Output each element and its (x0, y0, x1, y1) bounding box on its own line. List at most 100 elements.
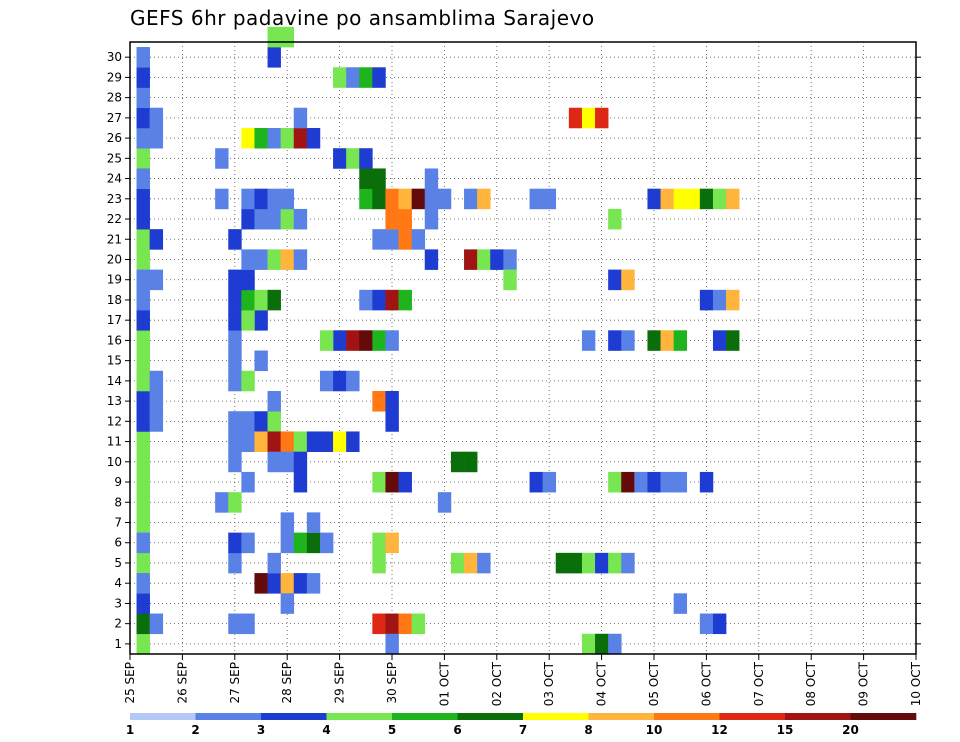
colorbar-swatch (326, 713, 393, 720)
heatmap-cell (241, 411, 255, 432)
heatmap-cell (372, 188, 386, 210)
heatmap-cell (293, 208, 308, 230)
heatmap-cell (660, 188, 674, 210)
heatmap-cell (254, 289, 268, 311)
heatmap-cell (477, 249, 491, 270)
heatmap-cell (319, 370, 334, 392)
heatmap-cell (267, 289, 281, 311)
heatmap-cell (333, 67, 347, 88)
heatmap-cell (215, 188, 229, 210)
y-tick-label: 22 (107, 212, 122, 226)
heatmap-cell (595, 552, 609, 574)
colorbar-tick-label: 5 (388, 723, 396, 737)
heatmap-cell (424, 168, 439, 189)
heatmap-cell (149, 390, 164, 412)
heatmap-cell (555, 552, 570, 574)
heatmap-cell (254, 573, 268, 594)
heatmap-cell (293, 249, 308, 270)
heatmap-cell (385, 532, 399, 554)
colorbar-tick-label: 3 (257, 723, 265, 737)
heatmap-cell (293, 431, 308, 452)
heatmap-cell (699, 471, 714, 493)
heatmap-cell (712, 188, 727, 210)
y-tick-label: 26 (107, 131, 122, 145)
y-tick-label: 24 (107, 172, 122, 186)
colorbar-tick-label: 10 (646, 723, 663, 737)
y-tick-label: 7 (114, 515, 122, 529)
heatmap-cell (293, 532, 308, 554)
heatmap-cell (660, 471, 674, 493)
x-tick-label: 27 SEP (228, 662, 242, 704)
y-tick-label: 13 (107, 394, 122, 408)
heatmap-cell (385, 208, 399, 230)
heatmap-cell (228, 411, 242, 432)
heatmap-cell (241, 188, 255, 210)
heatmap-cell (136, 613, 150, 635)
heatmap-cell (267, 26, 281, 48)
x-tick-label: 02 OCT (490, 661, 504, 706)
heatmap-cell (372, 532, 386, 554)
heatmap-cell (136, 451, 150, 473)
heatmap-cell (398, 229, 412, 250)
y-tick-label: 15 (107, 354, 122, 368)
heatmap-cell (241, 613, 255, 635)
heatmap-cell (136, 249, 150, 270)
x-tick-label: 26 SEP (175, 662, 189, 704)
heatmap-cell (267, 390, 281, 412)
heatmap-cell (280, 208, 295, 230)
heatmap-cell (712, 613, 727, 635)
heatmap-cell (267, 451, 281, 473)
colorbar: 1 2 3 4 5 6 7 8 10 12 15 20 (126, 713, 917, 737)
heatmap-cell (385, 613, 399, 635)
heatmap-cell (372, 229, 386, 250)
y-tick-label: 20 (107, 252, 122, 266)
heatmap-cell (464, 188, 478, 210)
heatmap-cell (673, 471, 688, 493)
heatmap-cell (621, 330, 635, 351)
heatmap-cell (254, 411, 268, 432)
heatmap-cell (280, 532, 295, 554)
heatmap-cell (267, 552, 281, 574)
y-tick-label: 23 (107, 192, 122, 206)
heatmap-cell (464, 552, 478, 574)
heatmap-cell (241, 370, 255, 392)
heatmap-cell (319, 330, 334, 351)
y-tick-label: 27 (107, 111, 122, 125)
heatmap-cell (319, 532, 334, 554)
x-tick-label: 28 SEP (280, 662, 294, 704)
heatmap-cell (712, 289, 727, 311)
heatmap-cell (437, 188, 452, 210)
heatmap-cell (608, 552, 622, 574)
heatmap-cell (241, 289, 255, 311)
heatmap-cell (215, 492, 229, 513)
heatmap-cell (149, 370, 164, 392)
heatmap-cell (464, 249, 478, 270)
y-tick-label: 3 (114, 596, 122, 610)
heatmap-cell (385, 330, 399, 351)
heatmap-cell (136, 411, 150, 432)
colorbar-swatch (785, 713, 851, 720)
heatmap-cell (136, 552, 150, 574)
heatmap-cell (267, 208, 281, 230)
heatmap-cell (136, 512, 150, 533)
y-tick-label: 5 (114, 556, 122, 570)
heatmap-cell (595, 107, 609, 129)
heatmap-cells (136, 26, 740, 655)
x-tick-label: 06 OCT (699, 661, 713, 706)
heatmap-cell (136, 310, 150, 331)
heatmap-cell (333, 431, 347, 452)
heatmap-cell (254, 208, 268, 230)
heatmap-cell (267, 127, 281, 149)
y-tick-label: 28 (107, 91, 122, 105)
heatmap-cell (149, 269, 164, 291)
heatmap-cell (437, 492, 452, 513)
heatmap-cell (503, 249, 517, 270)
colorbar-tick-label: 2 (191, 723, 199, 737)
colorbar-tick-label: 12 (711, 723, 728, 737)
heatmap-cell (581, 107, 596, 129)
y-tick-label: 8 (114, 495, 122, 509)
heatmap-cell (477, 552, 491, 574)
x-tick-label: 09 OCT (857, 661, 871, 706)
heatmap-cell (280, 593, 295, 614)
